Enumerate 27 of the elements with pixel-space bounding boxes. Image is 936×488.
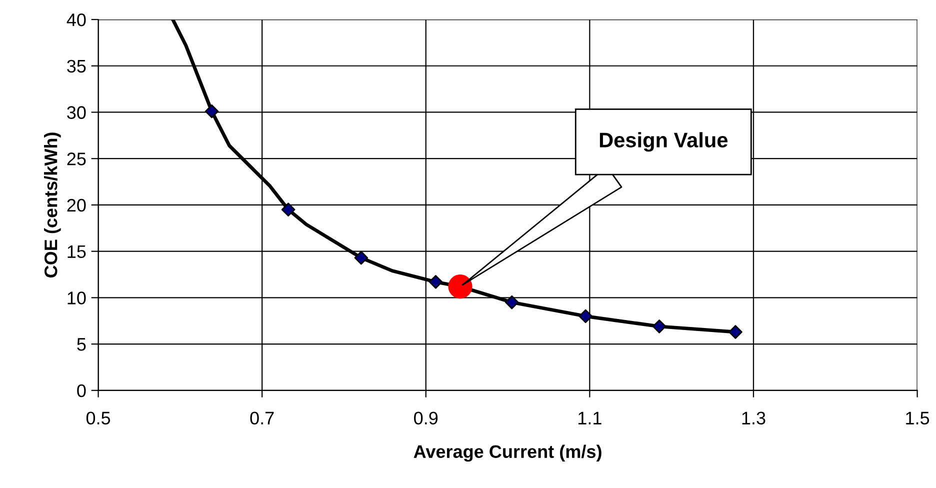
point xyxy=(504,295,519,310)
y-tick-label: 15 xyxy=(68,245,86,258)
x-tick-label: 1.3 xyxy=(742,412,766,424)
x-tick-label: 0.9 xyxy=(414,412,438,424)
y-tick-label: 0 xyxy=(77,384,86,398)
y-tick-label: 5 xyxy=(77,338,86,351)
point xyxy=(354,250,368,265)
x-tick-label: 0.5 xyxy=(86,412,110,424)
point xyxy=(281,202,296,216)
y-tick-label: 20 xyxy=(67,198,86,212)
point xyxy=(428,275,443,289)
point xyxy=(728,325,742,339)
y-axis-title: COE (cents/kWh) xyxy=(44,132,61,278)
x-tick-label: 1.5 xyxy=(906,412,930,424)
annotation: Design Value xyxy=(600,132,728,152)
y-tick-label: 35 xyxy=(67,60,86,73)
y-tick-label: 40 xyxy=(66,13,86,26)
point xyxy=(204,104,219,118)
point xyxy=(578,309,592,324)
point xyxy=(448,274,472,299)
x-tick-label: 1.1 xyxy=(578,412,602,424)
y-tick-label: 30 xyxy=(67,106,86,119)
y-tick-label: 25 xyxy=(67,152,86,166)
x-tick-label: 0.7 xyxy=(250,412,274,424)
point xyxy=(652,320,666,334)
x-axis-title: Average Current (m/s) xyxy=(414,444,602,462)
y-tick-label: 10 xyxy=(68,292,86,304)
